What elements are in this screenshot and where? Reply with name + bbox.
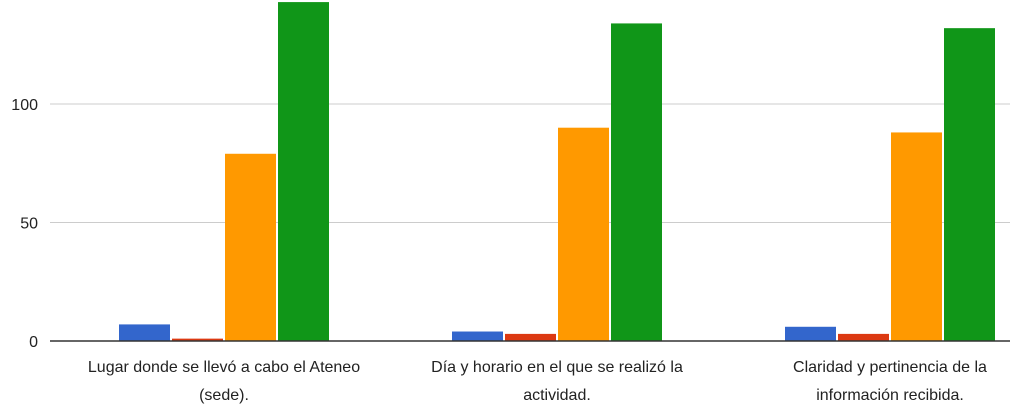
bar bbox=[944, 28, 995, 341]
y-tick-label: 100 bbox=[11, 97, 38, 114]
x-category-label: Claridad y pertinencia de la bbox=[793, 359, 987, 376]
bars bbox=[119, 2, 995, 341]
bar bbox=[891, 132, 942, 341]
gridlines bbox=[50, 104, 1010, 223]
x-category-label: Día y horario en el que se realizó la bbox=[431, 359, 683, 376]
bar bbox=[452, 332, 503, 341]
x-category-label: actividad. bbox=[523, 387, 591, 404]
bar bbox=[505, 334, 556, 341]
bar bbox=[611, 23, 662, 341]
x-category-label: (sede). bbox=[199, 387, 249, 404]
bar bbox=[838, 334, 889, 341]
bar bbox=[558, 128, 609, 341]
x-category-label: Lugar donde se llevó a cabo el Ateneo bbox=[88, 359, 360, 376]
x-axis-labels: Lugar donde se llevó a cabo el Ateneo (se… bbox=[88, 359, 987, 404]
bar bbox=[119, 324, 170, 341]
x-category-label: información recibida. bbox=[816, 387, 964, 404]
y-tick-label: 0 bbox=[29, 334, 38, 351]
bar bbox=[278, 2, 329, 341]
y-tick-label: 50 bbox=[20, 216, 38, 233]
bar bbox=[785, 327, 836, 341]
bar bbox=[225, 154, 276, 341]
y-axis-ticks: 0 50 100 bbox=[11, 97, 38, 351]
